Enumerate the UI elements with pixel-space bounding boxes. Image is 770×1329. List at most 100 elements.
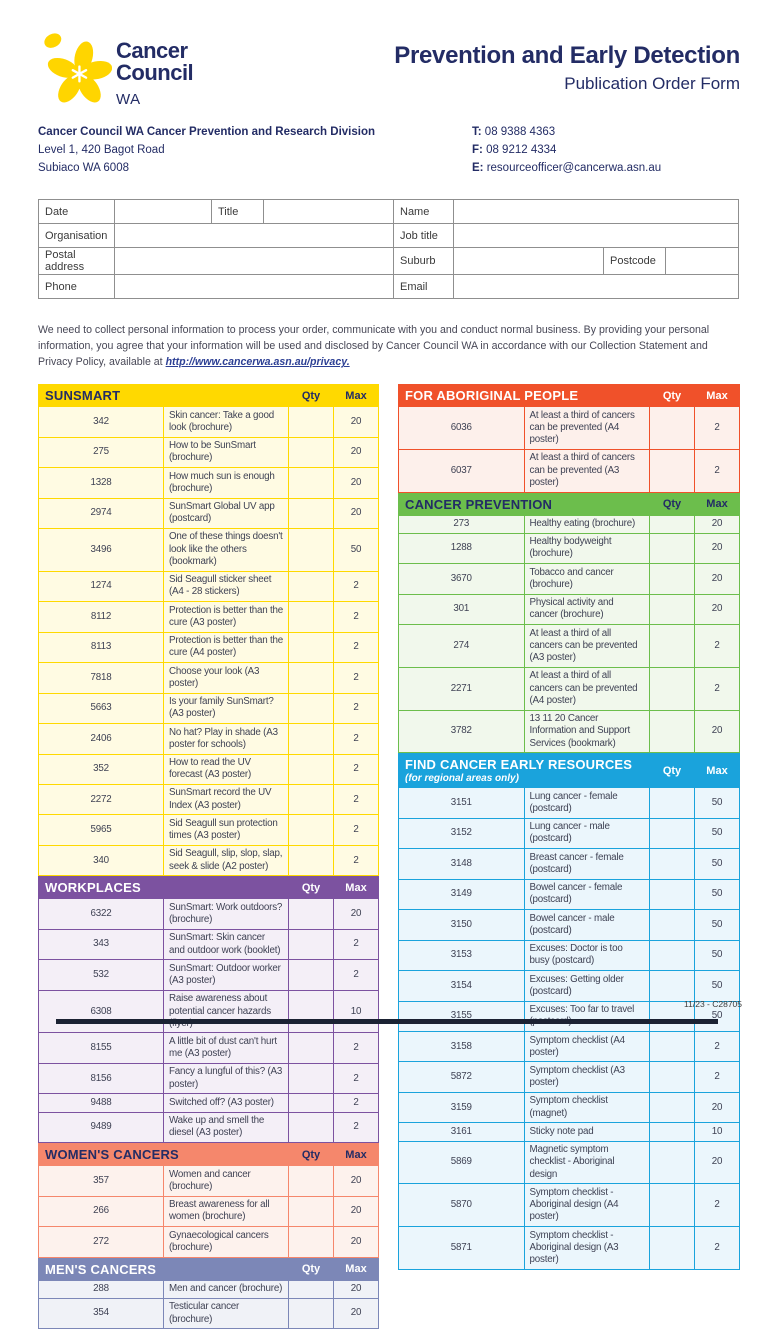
privacy-policy-link[interactable]: http://www.cancerwa.asn.au/privacy. [165,356,350,369]
order-row: 1274 Sid Seagull sticker sheet (A4 - 28 s… [38,570,379,603]
organisation-field[interactable] [114,223,394,249]
item-code: 3148 [398,848,525,880]
qty-input-cell[interactable] [288,989,334,1034]
qty-input-cell[interactable] [649,1183,695,1228]
item-title: Excuses: Getting older (postcard) [523,970,650,1002]
qty-input-cell[interactable] [649,593,695,626]
qty-input-cell[interactable] [649,1226,695,1270]
qty-input-cell[interactable] [649,1031,695,1063]
order-column-left: SUNSMART Qty Max 342 Skin cancer: Take a goo… [38,384,379,1329]
phone-label: T: [472,126,482,138]
qty-input-cell[interactable] [288,1062,334,1095]
qty-input-cell[interactable] [649,909,695,941]
name-field[interactable] [452,199,740,225]
qty-input-cell[interactable] [288,1226,334,1258]
qty-column-header: Qty [288,876,334,900]
qty-input-cell[interactable] [649,1122,695,1142]
max-quantity: 50 [694,848,740,880]
email-field[interactable] [452,274,740,300]
item-code: 5871 [398,1226,525,1270]
qty-input-cell[interactable] [649,406,695,450]
item-code: 266 [38,1195,164,1228]
daffodil-icon [44,33,112,103]
max-quantity: 20 [694,514,740,534]
qty-input-cell[interactable] [649,448,695,493]
job-title-field[interactable] [452,223,740,249]
qty-input-cell[interactable] [649,787,695,819]
qty-input-cell[interactable] [288,844,334,877]
section-title-mens-cancers: MEN'S CANCERS [38,1257,289,1281]
max-quantity: 2 [333,631,379,664]
logo-brand-line2: Council [116,60,194,86]
email-address: resourceofficer@cancerwa.asn.au [486,161,662,174]
item-code: 8155 [38,1032,164,1064]
item-code: 6308 [38,989,164,1034]
phone-field[interactable] [114,274,394,300]
qty-input-cell[interactable] [649,1140,695,1185]
qty-input-cell[interactable] [649,563,695,595]
qty-input-cell[interactable] [649,970,695,1002]
qty-input-cell[interactable] [649,709,695,754]
qty-input-cell[interactable] [288,898,334,930]
qty-column-header: Qty [288,1143,334,1167]
qty-input-cell[interactable] [288,814,334,846]
qty-input-cell[interactable] [649,532,695,565]
max-column-header: Max [694,384,740,408]
qty-input-cell[interactable] [288,406,334,438]
item-title: Switched off? (A3 poster) [163,1093,289,1113]
order-row: 3148 Breast cancer - female (postcard) 50 [398,848,740,880]
qty-input-cell[interactable] [288,1195,334,1228]
qty-input-cell[interactable] [649,514,695,534]
qty-input-cell[interactable] [288,959,334,991]
qty-input-cell[interactable] [288,436,334,469]
qty-input-cell[interactable] [288,497,334,529]
qty-input-cell[interactable] [649,624,695,668]
suburb-field[interactable] [453,247,604,276]
max-quantity: 20 [694,1140,740,1185]
title-field[interactable] [263,199,394,225]
name-label: Name [393,199,454,225]
item-title: Bowel cancer - female (postcard) [523,878,650,911]
qty-input-cell[interactable] [288,692,334,725]
max-quantity: 2 [333,844,379,877]
qty-input-cell[interactable] [288,1093,334,1113]
contact-details-table: Date Title Name Organisation Job title P… [38,199,740,300]
date-field[interactable] [114,199,212,225]
qty-input-cell[interactable] [288,1279,334,1299]
qty-input-cell[interactable] [288,1111,334,1144]
section-header-row: MEN'S CANCERS Qty Max [38,1257,379,1281]
qty-input-cell[interactable] [288,631,334,664]
qty-input-cell[interactable] [288,1165,334,1197]
qty-input-cell[interactable] [649,1061,695,1093]
item-title: How much sun is enough (brochure) [163,467,289,499]
qty-input-cell[interactable] [649,666,695,711]
qty-input-cell[interactable] [288,783,334,816]
qty-input-cell[interactable] [288,723,334,755]
item-code: 352 [38,753,164,785]
postcode-field[interactable] [664,247,740,276]
qty-input-cell[interactable] [288,662,334,694]
qty-input-cell[interactable] [649,878,695,911]
qty-input-cell[interactable] [288,467,334,499]
page-subtitle: Publication Order Form [564,74,740,93]
page-header: Cancer Council WA Prevention and Early D… [38,28,740,108]
qty-input-cell[interactable] [288,928,334,961]
order-row: 273 Healthy eating (brochure) 20 [398,514,740,534]
order-row: 5965 Sid Seagull sun protection times (A3… [38,814,379,846]
postal-address-field[interactable] [114,247,394,276]
item-code: 288 [38,1279,164,1299]
qty-input-cell[interactable] [649,817,695,850]
qty-input-cell[interactable] [288,601,334,633]
order-row: 3154 Excuses: Getting older (postcard) 50 [398,970,740,1002]
qty-input-cell[interactable] [649,939,695,972]
section-table-find-cancer-early: FIND CANCER EARLY RESOURCES (for regional… [398,753,740,1270]
qty-input-cell[interactable] [649,1091,695,1124]
next-page-edge [56,1019,718,1024]
qty-input-cell[interactable] [288,527,334,572]
item-title: How to be SunSmart (brochure) [163,436,289,469]
qty-input-cell[interactable] [288,1032,334,1064]
qty-input-cell[interactable] [649,848,695,880]
qty-input-cell[interactable] [288,1297,334,1329]
qty-input-cell[interactable] [288,570,334,603]
qty-input-cell[interactable] [288,753,334,785]
